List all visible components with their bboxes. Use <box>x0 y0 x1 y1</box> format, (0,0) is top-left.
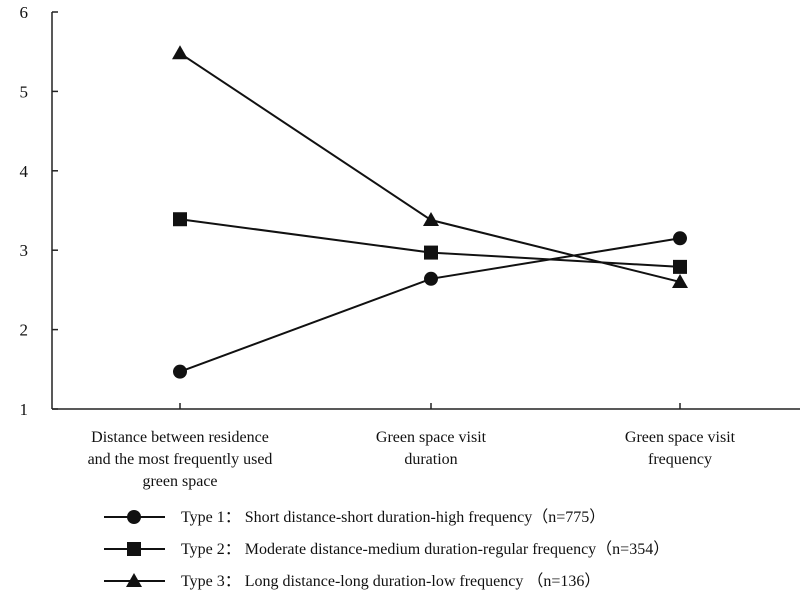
legend-1-marker <box>127 510 141 524</box>
legend-3-marker <box>126 573 142 587</box>
x-category-label: Green space visit <box>376 429 487 446</box>
series-2-point <box>424 245 438 260</box>
legend-2-label: Type 2： Moderate distance-medium duratio… <box>181 540 669 558</box>
y-tick-label: 4 <box>20 162 29 181</box>
series-2-point <box>673 259 687 274</box>
series-3-point <box>172 45 188 60</box>
legend-1-label: Type 1： Short distance-short duration-hi… <box>181 508 605 526</box>
series-3-point <box>423 212 439 227</box>
series-2-point <box>173 212 187 227</box>
y-tick-label: 6 <box>20 3 29 22</box>
series-1-point <box>424 271 438 286</box>
x-category-label: green space <box>142 473 217 490</box>
series-1-point <box>173 364 187 379</box>
y-tick-label: 2 <box>20 321 29 340</box>
x-category-label: Green space visit <box>625 429 736 446</box>
x-category-label: duration <box>404 451 457 468</box>
x-category-label: Distance between residence <box>91 429 269 446</box>
series-3-point <box>672 273 688 288</box>
legend-3-label: Type 3： Long distance-long duration-low … <box>181 572 600 590</box>
y-tick-label: 3 <box>20 241 29 260</box>
x-category-label: frequency <box>648 451 712 468</box>
y-tick-label: 5 <box>20 82 29 101</box>
legend-2-marker <box>127 542 141 556</box>
series-2-line <box>179 218 681 268</box>
series-1-point <box>673 231 687 246</box>
y-tick-label: 1 <box>20 400 29 419</box>
x-category-label: and the most frequently used <box>88 451 273 468</box>
